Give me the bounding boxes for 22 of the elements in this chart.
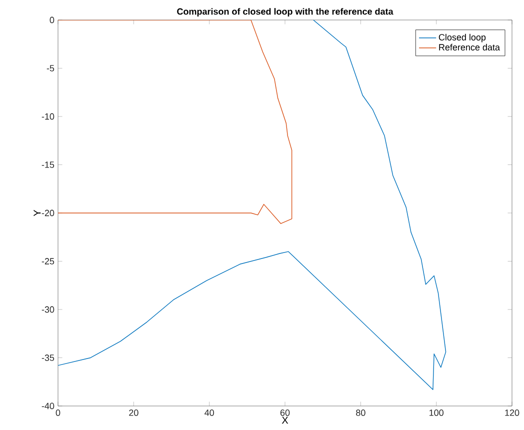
x-tick-label: 0	[56, 410, 60, 416]
legend-label: Closed loop	[438, 34, 486, 42]
x-tick-label: 120	[505, 410, 520, 416]
y-tick-label: -25	[42, 258, 54, 264]
y-tick-label: -35	[42, 354, 54, 361]
y-tick-label: -20	[42, 210, 54, 216]
y-tick-label: 0	[50, 16, 54, 24]
y-tick-label: -40	[42, 402, 54, 410]
x-axis-title: X	[282, 416, 288, 424]
x-tick-label: 20	[129, 410, 138, 416]
y-axis-title: Y	[34, 210, 41, 216]
y-tick-label: -30	[42, 306, 54, 313]
x-tick-label: 100	[430, 410, 444, 416]
line-series	[58, 20, 292, 224]
x-tick-label: 40	[204, 410, 214, 416]
y-tick-label: -15	[42, 162, 54, 168]
legend-label: Reference data	[439, 44, 500, 50]
y-tick-label: -5	[46, 65, 54, 72]
chart-title: Comparison of closed loop with the reference data	[177, 8, 394, 16]
x-tick-label: 60	[280, 410, 290, 416]
y-tick-label: -10	[42, 113, 54, 120]
x-tick-label: 80	[356, 410, 366, 416]
